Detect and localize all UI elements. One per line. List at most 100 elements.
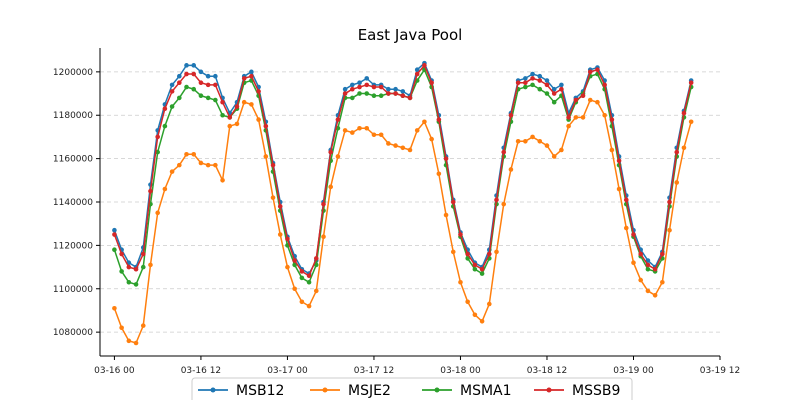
data-point [393,86,398,92]
data-point [667,227,672,233]
data-point [551,91,557,96]
x-tick-label: 03-17 00 [267,366,308,376]
data-point [559,147,564,153]
x-tick-label: 03-19 12 [700,366,740,376]
data-point [602,112,607,118]
data-point [169,169,175,174]
data-point [660,251,665,257]
data-point [472,262,478,268]
data-point [350,95,355,101]
data-point [631,232,636,237]
data-point [414,71,420,77]
data-point [169,89,175,94]
series-group [112,60,694,346]
data-point [249,73,254,79]
data-point [479,319,485,324]
data-point [631,260,636,266]
data-point [681,145,687,151]
data-point [205,95,211,101]
data-point [306,273,312,279]
data-point [342,128,348,133]
data-point [234,104,240,109]
data-point [249,69,254,75]
data-point [595,99,600,105]
legend-label: MSB12 [236,383,284,399]
data-point [249,102,254,107]
legend-item-msb12: MSB12 [198,383,284,399]
data-point [458,232,463,237]
x-tick-label: 03-18 00 [440,366,481,376]
data-point [479,266,485,272]
data-point [559,82,564,88]
data-point [342,86,348,92]
data-point [638,277,643,283]
data-point [551,154,557,159]
data-point [580,115,586,120]
x-tick-label: 03-18 12 [527,366,567,376]
data-point [530,82,535,88]
data-point [487,251,492,257]
data-point [169,82,175,88]
data-point [660,279,665,285]
data-point [681,110,687,116]
data-point [652,292,658,298]
data-point [126,264,132,270]
data-point [357,80,362,85]
data-point [364,91,370,96]
x-tick-label: 03-16 00 [94,366,135,376]
data-point [458,279,463,285]
data-point [350,86,355,92]
data-point [623,197,629,203]
data-point [184,151,189,157]
series-mssb9 [112,63,694,279]
data-point [386,86,391,92]
data-point [364,76,370,81]
data-point [523,138,528,144]
data-point [414,128,420,133]
data-point [487,301,492,307]
axes: 1080000 1100000 1120000 1140000 1160000 11800… [53,48,740,376]
data-point [436,171,442,177]
x-tick-label: 03-16 12 [181,366,221,376]
data-point [537,78,543,83]
y-tick-label: 1100000 [53,285,93,295]
data-point [544,91,550,96]
data-point [321,201,326,207]
data-point [350,130,355,135]
data-point [277,204,283,209]
data-point [443,212,449,218]
data-point [393,143,398,148]
data-point [515,138,521,144]
data-point [263,154,269,159]
data-point [378,93,384,99]
data-point [140,251,146,257]
data-point [544,82,550,88]
data-point [299,299,305,305]
x-tick-label: 03-19 00 [613,366,654,376]
data-point [177,73,182,79]
data-point [321,234,326,239]
legend-box [191,377,633,400]
data-point [472,312,478,318]
data-point [508,167,514,172]
data-point [198,80,204,85]
data-point [378,84,384,90]
data-point [191,71,197,77]
data-point [386,141,391,146]
data-point [523,76,528,81]
data-point [544,143,550,148]
data-point [213,97,218,103]
data-point [256,117,261,122]
data-point [407,147,413,153]
data-point [112,232,117,237]
data-point [400,93,406,99]
data-point [270,195,276,200]
series-msje2 [112,97,694,346]
data-point [313,256,319,261]
data-point [184,63,189,68]
legend-marker [434,387,440,393]
data-point [155,134,160,140]
data-point [140,264,146,270]
data-point [198,160,204,166]
